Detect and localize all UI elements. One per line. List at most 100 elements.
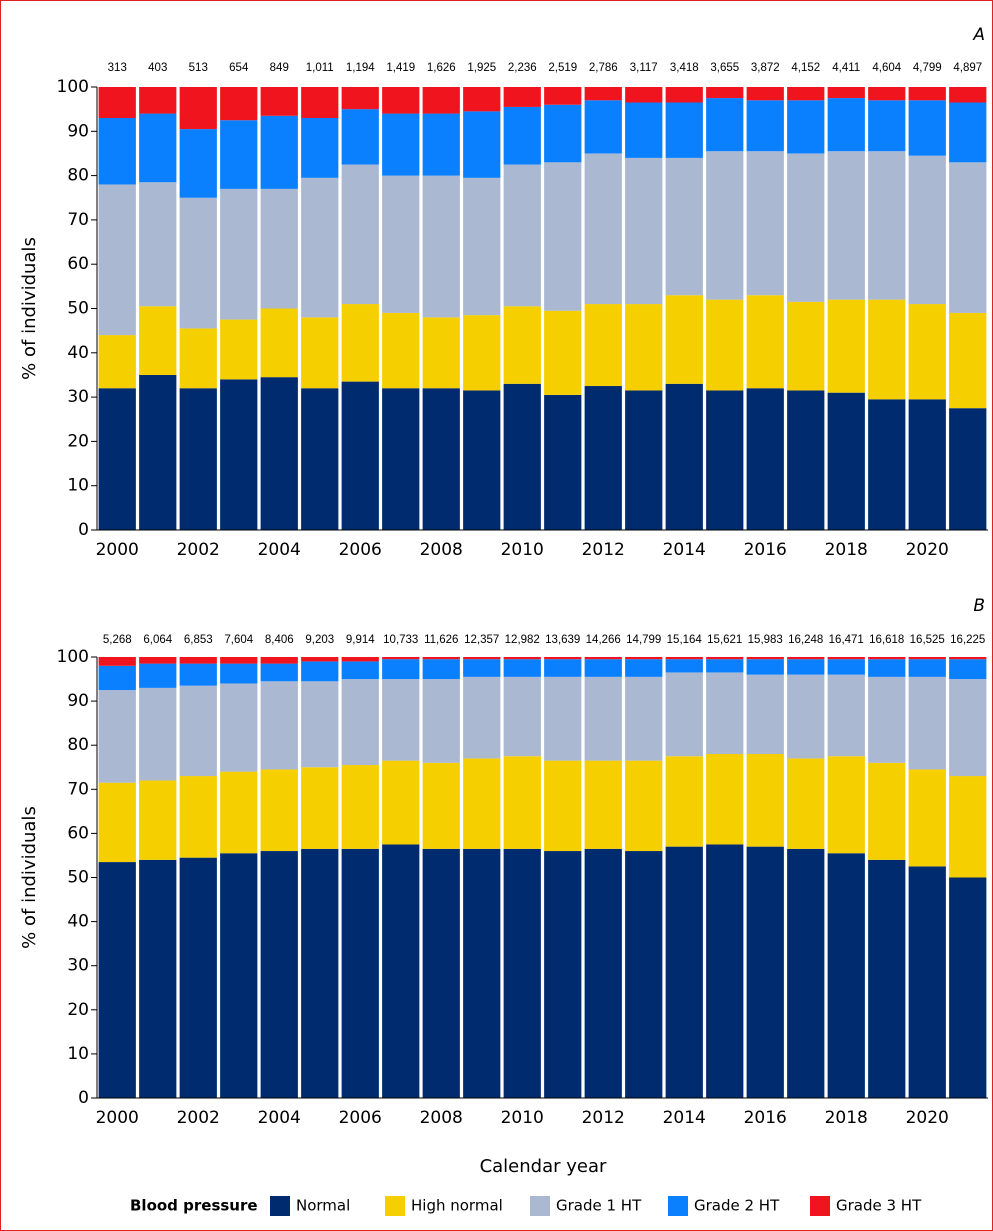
bar-segment (746, 659, 784, 675)
y-tick-label: 20 (67, 431, 89, 451)
legend-swatch (530, 1196, 550, 1216)
count-label: 1,626 (427, 62, 456, 74)
y-tick-label: 0 (78, 520, 89, 540)
bar-segment (706, 299, 744, 391)
bar-segment (665, 383, 703, 530)
bar-segment (98, 665, 136, 691)
bar-segment (382, 657, 420, 660)
bar-segment (422, 388, 460, 530)
bar-segment (503, 657, 541, 660)
bar-segment (665, 87, 703, 103)
bar-segment (220, 663, 258, 684)
bar-segment (584, 657, 622, 660)
count-label: 1,011 (306, 62, 334, 74)
bar-segment (139, 663, 177, 688)
bar-segment (463, 657, 501, 660)
bar-segment (463, 177, 501, 316)
count-label: 14,266 (586, 634, 621, 646)
bar-segment (827, 674, 865, 757)
bar-segment (382, 844, 420, 1098)
count-label: 16,525 (910, 634, 945, 646)
x-tick-label: 2000 (96, 1108, 139, 1128)
bar-segment (665, 295, 703, 384)
legend-swatch (270, 1196, 290, 1216)
bar-segment (179, 328, 217, 389)
bar-segment (463, 390, 501, 530)
legend-swatch (668, 1196, 688, 1216)
bar-segment (260, 377, 298, 530)
legend-title: Blood pressure (130, 1197, 258, 1215)
bar-segment (422, 113, 460, 176)
bar-segment (625, 390, 663, 530)
bar-segment (139, 859, 177, 1098)
count-label: 9,203 (305, 634, 334, 646)
panel-label: A (972, 25, 985, 45)
bar-segment (98, 118, 136, 185)
bar-segment (544, 659, 582, 677)
y-tick-label: 0 (78, 1088, 89, 1108)
bar-segment (341, 657, 379, 662)
bar-segment (220, 657, 258, 664)
y-tick-label: 80 (67, 166, 89, 186)
bar-segment (584, 386, 622, 530)
bar-segment (463, 676, 501, 759)
count-label: 7,604 (224, 634, 253, 646)
bar-segment (139, 374, 177, 530)
count-label: 4,411 (832, 62, 860, 74)
bar-segment (260, 657, 298, 664)
y-tick-label: 40 (67, 912, 89, 932)
bar-segment (908, 657, 946, 660)
bar-segment (665, 102, 703, 158)
bar-segment (706, 659, 744, 673)
bar-segment (787, 87, 825, 101)
bar-segment (746, 754, 784, 847)
bar-segment (665, 846, 703, 1098)
bar-segment (625, 157, 663, 305)
count-label: 5,268 (103, 634, 132, 646)
bar-segment (341, 87, 379, 110)
bar-segment (706, 844, 744, 1098)
bar-segment (584, 153, 622, 305)
bar-segment (422, 848, 460, 1098)
x-tick-label: 2010 (501, 1108, 544, 1128)
bar-segment (706, 754, 744, 845)
bar-segment (179, 87, 217, 130)
count-label: 654 (229, 62, 249, 74)
bar-segment (260, 851, 298, 1098)
x-tick-label: 2014 (663, 540, 706, 560)
bar-segment (665, 659, 703, 673)
bar-segment (179, 685, 217, 777)
count-label: 9,914 (346, 634, 375, 646)
bar-segment (787, 301, 825, 391)
y-tick-label: 50 (67, 868, 89, 888)
bar-segment (827, 659, 865, 675)
x-tick-label: 2020 (906, 1108, 949, 1128)
bar-segment (260, 769, 298, 852)
bar-segment (584, 100, 622, 154)
bar-segment (260, 87, 298, 116)
bar-segment (949, 87, 987, 103)
count-label: 6,853 (184, 634, 213, 646)
count-label: 513 (189, 62, 208, 74)
bar-segment (868, 859, 906, 1098)
count-label: 3,655 (710, 62, 739, 74)
count-label: 3,117 (630, 62, 658, 74)
bar-segment (422, 762, 460, 849)
bar-segment (503, 848, 541, 1098)
bar-segment (382, 760, 420, 845)
legend-label: Normal (296, 1197, 350, 1215)
count-label: 16,225 (950, 634, 985, 646)
bar-segment (422, 659, 460, 680)
bar-segment (220, 319, 258, 380)
bar-segment (422, 87, 460, 114)
x-tick-label: 2008 (420, 540, 463, 560)
bar-segment (584, 659, 622, 677)
bar-segment (665, 756, 703, 847)
bar-segment (98, 862, 136, 1098)
bar-segment (341, 679, 379, 766)
bar-segment (382, 659, 420, 680)
bar-segment (827, 853, 865, 1098)
bar-segment (341, 848, 379, 1098)
x-tick-label: 2012 (582, 1108, 625, 1128)
